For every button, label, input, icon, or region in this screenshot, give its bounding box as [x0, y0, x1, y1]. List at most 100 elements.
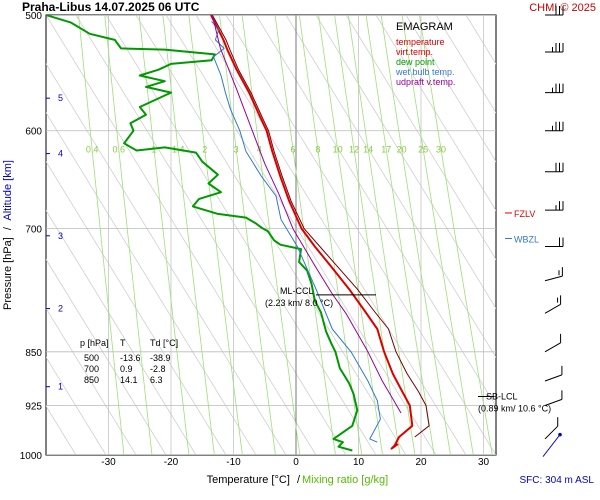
y-axis-title-pressure: Pressure [hPa]: [2, 237, 14, 310]
mixing-ratio-line: [401, 15, 474, 455]
dry-adiabat-line: [556, 15, 600, 455]
x-tick-label: 0: [293, 457, 299, 468]
dry-adiabat-line: [495, 15, 496, 16]
mixing-ratio-label: 3: [234, 144, 239, 154]
x-tick-label: 20: [415, 457, 427, 468]
wind-barb: [545, 42, 564, 53]
dry-adiabat-line: [46, 15, 317, 455]
y-axis-title-altitude: Altitude [km]: [2, 160, 14, 221]
mixing-ratio-line: [380, 15, 451, 455]
wind-barb: [545, 83, 564, 94]
table-header-cell: p [hPa]: [80, 338, 109, 348]
series-line-virt-temp: [211, 15, 430, 438]
mixing-ratio-label: 12: [349, 144, 359, 154]
x-axis-title-separator: /: [297, 474, 301, 486]
altitude-tick-label: 4: [58, 149, 63, 159]
annotations-layer: FZLV WBZL ML-CCL (2.23 km/ 8.0 °C) SB-LCL (0.…: [265, 209, 551, 414]
x-tick-label: -30: [101, 457, 116, 468]
wind-barb: [545, 6, 564, 16]
table-cell: -2.8: [150, 364, 166, 374]
legend-entry: udpraft v.temp.: [396, 77, 455, 87]
wind-barb: [544, 417, 559, 440]
dry-adiabat-line: [435, 15, 496, 114]
altitude-tick-label: 2: [58, 304, 63, 314]
x-axis-title: Temperature [°C] / Mixing ratio [g/kg]: [207, 474, 389, 486]
wind-barb: [544, 365, 563, 382]
series-line-dew-point: [46, 15, 359, 452]
dry-adiabat-line: [75, 15, 347, 455]
dry-adiabat-line: [345, 15, 496, 261]
surface-note: SFC: 304 m ASL: [520, 475, 595, 486]
mixing-ratio-line: [104, 15, 153, 455]
series-line-wet-bulb-temp: [211, 20, 381, 443]
mixing-ratio-label: 30: [436, 144, 446, 154]
series-layer: [46, 15, 430, 452]
mixing-ratio-label: 2: [202, 144, 207, 154]
mixing-ratio-line: [138, 15, 190, 455]
svg-text:Pressure [hPa] / A: Pressure [hPa] / Altitude [km]: [2, 160, 14, 310]
dry-adiabat-line: [165, 15, 437, 455]
mixing-ratio-label: 0.6: [113, 144, 126, 154]
pressure-tick-label: 700: [25, 225, 42, 236]
pressure-tick-label: 1000: [20, 451, 43, 462]
dry-adiabat-line: [46, 307, 137, 455]
x-tick-label: -20: [164, 457, 179, 468]
table-header-cell: T: [120, 338, 126, 348]
pressure-tick-label: 500: [25, 11, 42, 22]
sounding-table: p [hPa] T Td [°C] 500 -13.6 -38.9 700 0.9 -2.8 85…: [80, 338, 178, 385]
ccl-value: (2.23 km/ 8.0 °C): [265, 298, 333, 308]
mixing-ratio-label: 20: [397, 144, 407, 154]
mixing-ratio-label: 8: [315, 144, 320, 154]
mixing-ratio-line: [188, 15, 243, 455]
table-cell: -13.6: [120, 353, 141, 363]
legend-entry: virt.temp.: [396, 47, 433, 57]
mixing-ratio-label: 0.4: [86, 144, 99, 154]
mixing-ratio-line: [274, 15, 336, 455]
wind-barb: [545, 121, 564, 132]
y-axis-title-separator: /: [2, 226, 14, 230]
table-cell: 500: [84, 353, 99, 363]
pressure-tick-label: 850: [25, 348, 42, 359]
mixing-ratio-line: [162, 15, 215, 455]
table-header-cell: Td [°C]: [150, 338, 178, 348]
surface-wind-dot: [558, 432, 562, 437]
series-line-temperature: [210, 15, 414, 450]
wind-barb: [544, 295, 562, 314]
mixing-ratio-label: 6: [291, 144, 296, 154]
mixing-ratio-line: [78, 15, 125, 455]
dry-adiabat-line: [405, 15, 496, 163]
x-axis-title-temperature: Temperature [°C]: [207, 474, 290, 486]
x-tick-label: 10: [353, 457, 365, 468]
dry-adiabat-line: [46, 63, 287, 455]
mixing-ratio-label: 10: [333, 144, 343, 154]
x-tick-label: -10: [226, 457, 241, 468]
level-label: WBZL: [514, 234, 539, 244]
wind-barb: [544, 267, 563, 282]
station-title: Praha-Libus 14.07.2025 06 UTC: [22, 0, 200, 14]
legend-entry: wet bulb temp.: [395, 67, 455, 77]
x-tick-label: 30: [478, 457, 490, 468]
mixing-ratio-label: 17: [381, 144, 391, 154]
lcl-label: SB-LCL: [486, 392, 518, 402]
wind-barb: [545, 201, 564, 211]
mixing-ratio-line: [318, 15, 383, 455]
dry-adiabat-line: [225, 15, 496, 455]
table-cell: 0.9: [120, 364, 133, 374]
altitude-tick-label: 5: [58, 93, 63, 103]
dry-adiabat-line: [46, 356, 107, 455]
table-cell: 14.1: [120, 375, 138, 385]
wind-barb: [544, 333, 562, 353]
mixing-ratio-line: [241, 15, 301, 455]
table-cell: 6.3: [150, 375, 163, 385]
pressure-tick-label: 925: [25, 402, 42, 413]
legend-entry: dew point: [396, 57, 435, 67]
lcl-value: (0.89 km/ 10.6 °C): [478, 404, 551, 414]
legend-entry: temperature: [396, 37, 445, 47]
y-axis-title: Pressure [hPa] / Altitude [km]: [2, 160, 14, 310]
altitude-tick-label: 1: [58, 382, 63, 392]
svg-text:Temperature [°C] /: Temperature [°C] /: [207, 474, 301, 486]
ccl-label: ML-CCL: [280, 286, 314, 296]
